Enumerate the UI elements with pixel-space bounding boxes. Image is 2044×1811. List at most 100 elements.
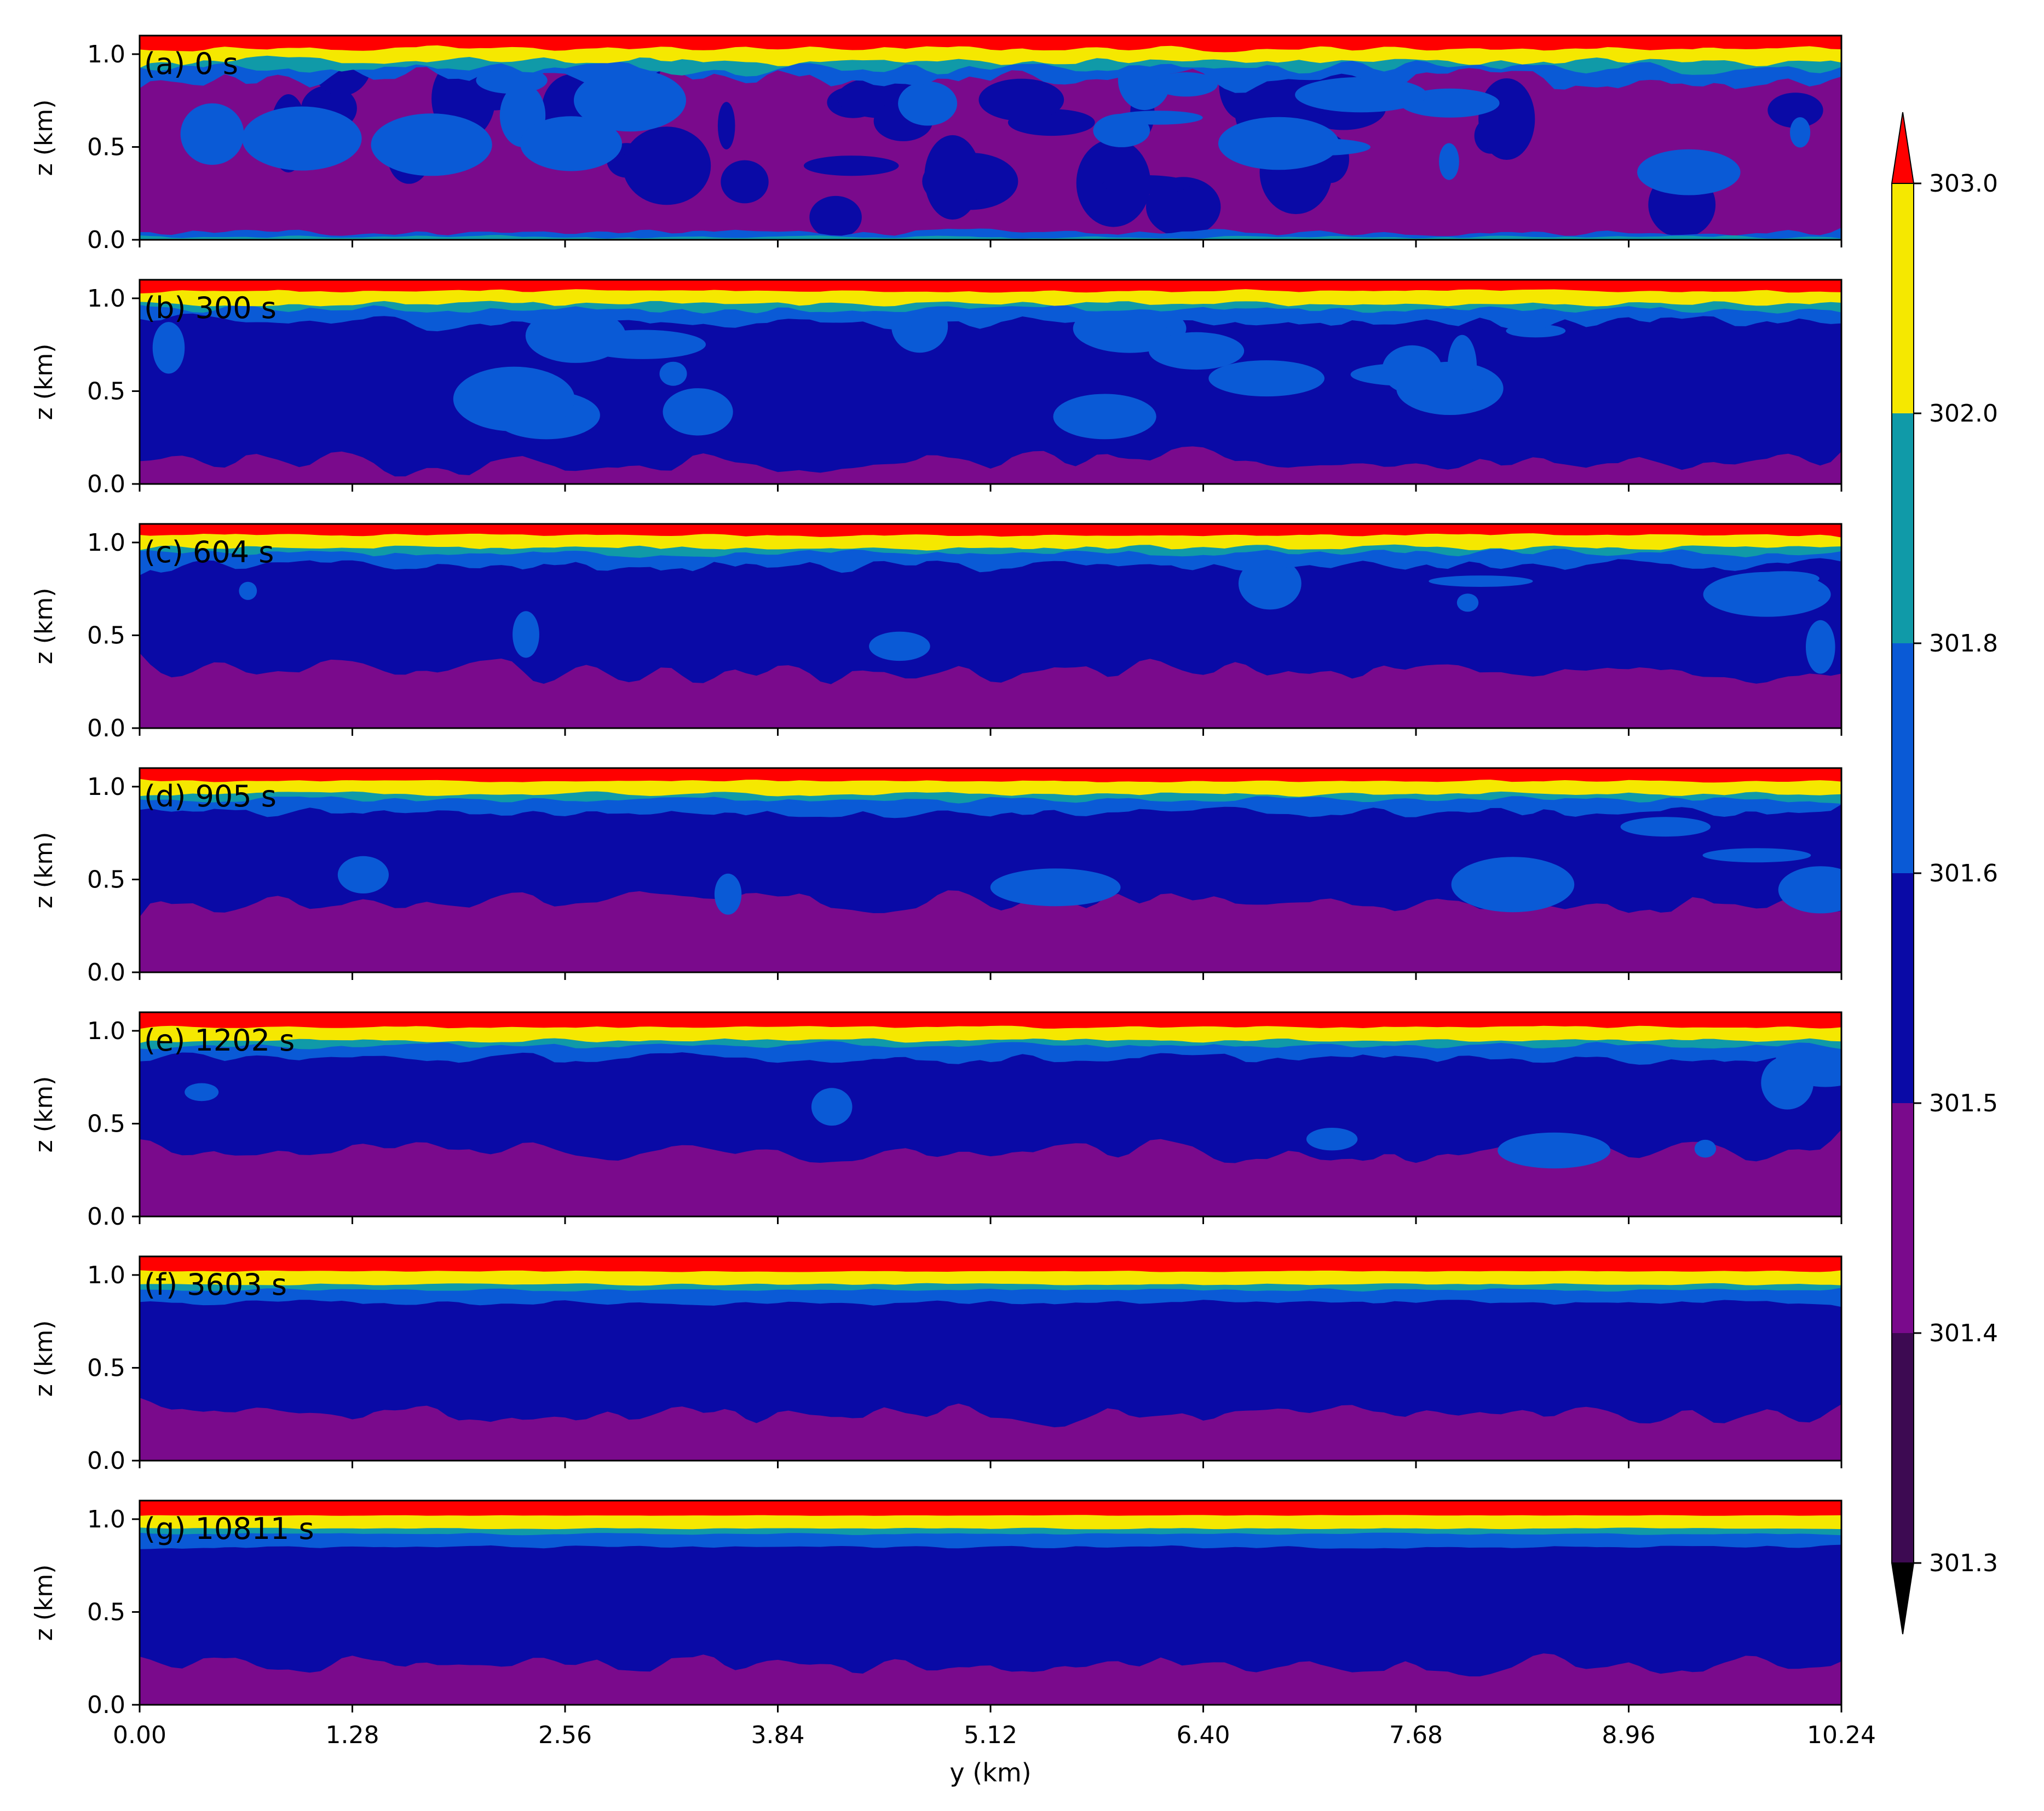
- panel-f: 0.0 0.5 1.0 z (km) (f) 3603 s: [30, 1255, 1843, 1475]
- surface-layer-teal: [140, 235, 1841, 240]
- light-blue-patch: [1703, 572, 1831, 617]
- light-blue-patch: [1429, 575, 1533, 587]
- y-tick-label: 0.5: [87, 1598, 125, 1626]
- band-over-303.0: [140, 1501, 1841, 1516]
- colorbar-tick-label: 301.4: [1929, 1319, 1998, 1347]
- light-blue-patch: [990, 868, 1121, 907]
- band-over-303.0: [140, 280, 1841, 293]
- light-blue-patch: [1053, 394, 1156, 440]
- colorbar-band: [1892, 643, 1914, 873]
- x-axis-label: y (km): [949, 1758, 1031, 1787]
- colorbar-tick-label: 301.5: [1929, 1089, 1998, 1117]
- y-axis-label: z (km): [30, 1076, 58, 1153]
- plume-blob: [978, 78, 1064, 121]
- light-blue-patch: [1149, 332, 1245, 370]
- light-blue-patch: [663, 388, 733, 436]
- band-over-303.0: [140, 768, 1841, 783]
- plume-blob: [1767, 93, 1823, 128]
- band-over-303.0: [140, 1012, 1841, 1029]
- light-blue-patch: [1238, 557, 1302, 610]
- light-blue-patch: [1447, 334, 1477, 400]
- light-blue-patch: [659, 361, 687, 386]
- y-tick-label: 1.0: [87, 1506, 125, 1533]
- light-blue-patch: [1439, 143, 1459, 180]
- colorbar-band: [1892, 1103, 1914, 1333]
- light-blue-patch: [1218, 117, 1339, 170]
- y-tick-label: 0.0: [87, 1447, 125, 1475]
- light-blue-patch: [1790, 117, 1811, 148]
- y-tick-label: 0.5: [87, 1354, 125, 1382]
- x-tick-label: 7.68: [1389, 1721, 1443, 1749]
- y-axis-label: z (km): [30, 100, 58, 176]
- light-blue-patch: [185, 1083, 219, 1101]
- plume-blob: [803, 155, 899, 176]
- y-tick-label: 0.5: [87, 621, 125, 649]
- colorbar-tick-label: 301.8: [1929, 630, 1998, 658]
- panel-label: (f) 3603 s: [144, 1267, 287, 1302]
- plume-blob: [1102, 175, 1190, 194]
- light-blue-patch: [1806, 620, 1835, 674]
- panel-label: (a) 0 s: [144, 47, 238, 81]
- light-blue-patch: [453, 366, 575, 431]
- panel-label: (b) 300 s: [144, 291, 277, 325]
- plume-blob: [721, 160, 769, 204]
- y-tick-label: 0.0: [87, 714, 125, 742]
- light-blue-patch: [1113, 111, 1203, 125]
- panel-label: (c) 604 s: [144, 535, 274, 569]
- colorbar-tick-label: 303.0: [1929, 170, 1998, 198]
- y-tick-label: 1.0: [87, 1017, 125, 1045]
- panel-e: 0.0 0.5 1.0 z (km) (e) 1202 s: [30, 1011, 1843, 1231]
- light-blue-patch: [1154, 72, 1218, 97]
- light-blue-patch: [371, 113, 492, 176]
- light-blue-patch: [1456, 593, 1479, 612]
- band-over-303.0: [140, 36, 1841, 53]
- light-blue-patch: [337, 856, 389, 893]
- band-over-303.0: [140, 524, 1841, 538]
- light-blue-patch: [520, 116, 622, 171]
- y-tick-label: 0.0: [87, 470, 125, 498]
- light-blue-patch: [242, 106, 362, 171]
- light-blue-patch: [1620, 817, 1711, 837]
- light-blue-patch: [1295, 77, 1427, 113]
- y-tick-label: 0.5: [87, 133, 125, 161]
- light-blue-patch: [513, 611, 539, 658]
- colorbar: 301.3 301.4 301.5 301.6 301.8 302.0 303.0: [1891, 112, 1998, 1635]
- light-blue-patch: [1778, 866, 1841, 914]
- light-blue-patch: [898, 81, 958, 126]
- x-tick-label: 10.24: [1807, 1721, 1876, 1749]
- y-tick-label: 0.5: [87, 377, 125, 405]
- x-tick-label: 8.96: [1602, 1721, 1656, 1749]
- y-tick-label: 0.5: [87, 866, 125, 893]
- y-tick-label: 0.0: [87, 1691, 125, 1719]
- x-tick-label: 3.84: [751, 1721, 805, 1749]
- colorbar-band: [1892, 183, 1914, 413]
- colorbar-band: [1892, 1333, 1914, 1563]
- light-blue-patch: [714, 873, 742, 915]
- light-blue-patch: [1637, 149, 1741, 195]
- panel-b: 0.0 0.5 1.0 z (km) (b) 300 s: [30, 279, 1843, 498]
- light-blue-patch: [811, 1088, 853, 1126]
- colorbar-tick-label: 301.6: [1929, 860, 1998, 887]
- panel-label: (d) 905 s: [144, 779, 277, 814]
- light-blue-patch: [1306, 1128, 1358, 1151]
- y-tick-label: 1.0: [87, 1261, 125, 1289]
- x-tick-label: 5.12: [964, 1721, 1017, 1749]
- panel-label: (g) 10811 s: [144, 1512, 314, 1546]
- plume-blob: [809, 195, 862, 239]
- panel-g: 0.0 0.5 1.0 z (km) (g) 10811 s: [30, 1499, 1843, 1719]
- colorbar-extend-min: [1891, 1562, 1915, 1635]
- x-tick-label: 1.28: [326, 1721, 379, 1749]
- y-tick-label: 0.0: [87, 959, 125, 987]
- light-blue-patch: [239, 581, 257, 600]
- light-blue-patch: [180, 103, 244, 165]
- y-axis-label: z (km): [30, 344, 58, 420]
- light-blue-patch: [1208, 360, 1325, 397]
- light-blue-patch: [1451, 857, 1575, 913]
- panel-a: 0.0 0.5 1.0 z (km) (a) 0 s: [30, 34, 1843, 254]
- colorbar-tick-label: 302.0: [1929, 400, 1998, 428]
- y-tick-label: 1.0: [87, 285, 125, 313]
- y-tick-label: 0.0: [87, 226, 125, 254]
- colorbar-band: [1892, 873, 1914, 1103]
- light-blue-patch: [1702, 848, 1811, 863]
